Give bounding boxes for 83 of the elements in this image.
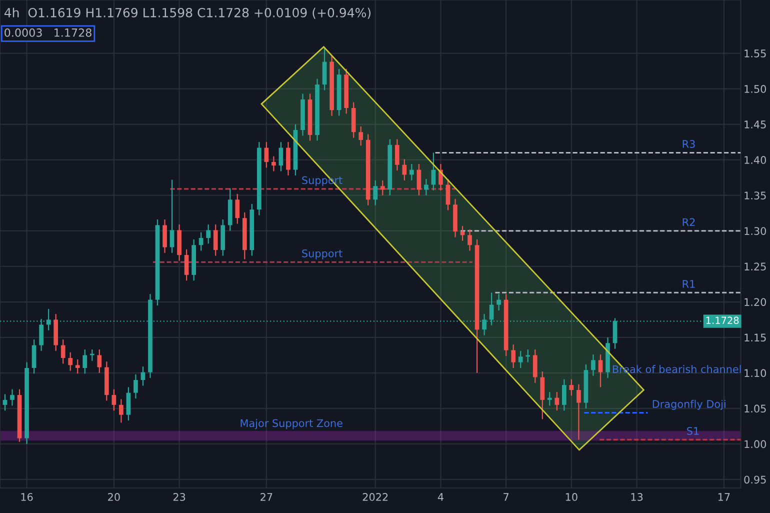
candlestick xyxy=(562,378,566,412)
y-tick-label: 1.50 xyxy=(744,85,766,93)
candlestick xyxy=(112,388,116,412)
candlestick xyxy=(532,348,538,384)
y-tick-label: 1.30 xyxy=(744,227,766,235)
y-tick-label: 1.20 xyxy=(744,298,766,306)
candlestick xyxy=(198,232,204,252)
y-tick-label: 1.10 xyxy=(744,369,766,378)
candlestick xyxy=(416,164,422,196)
candlestick xyxy=(380,180,385,196)
y-tick-label: 1.35 xyxy=(744,192,766,200)
candlestick xyxy=(184,248,189,282)
candlestick xyxy=(394,138,400,172)
candlestick xyxy=(591,354,596,376)
y-tick-label: 1.15 xyxy=(744,334,766,342)
candlestick xyxy=(576,384,581,440)
text: 4h O1.1619 H1.1769 L1.1598 C1.1728 +0.0109 (+0.94%) xyxy=(4,8,370,19)
candlestick xyxy=(235,193,240,224)
candlestick xyxy=(90,348,94,362)
candlestick xyxy=(75,358,80,374)
annotation: R1 xyxy=(682,280,695,288)
candlestick xyxy=(60,338,66,364)
candlestick xyxy=(526,348,530,363)
candlestick xyxy=(286,142,290,176)
x-tick-label: 20 xyxy=(108,493,120,501)
annotation: S1 xyxy=(687,427,699,435)
candlestick xyxy=(322,46,327,91)
candlestick xyxy=(569,378,574,396)
candlestick xyxy=(10,388,14,406)
y-tick-label: 1.00 xyxy=(744,440,766,448)
candlestick xyxy=(213,224,218,256)
annotation: Major Support Zone xyxy=(240,419,342,430)
candlestick xyxy=(134,374,138,400)
y-tick-label: 1.55 xyxy=(744,50,766,58)
candlestick xyxy=(468,228,472,252)
candlestick xyxy=(540,370,545,420)
x-tick-label: 16 xyxy=(21,493,33,501)
candlestick xyxy=(170,179,174,254)
candlestick xyxy=(424,178,428,196)
x-tick-label: 7 xyxy=(504,493,509,501)
candlestick xyxy=(518,350,523,369)
candlestick xyxy=(373,180,378,206)
candlestick xyxy=(446,178,450,211)
candlestick xyxy=(547,392,552,406)
x-tick-label: 10 xyxy=(566,493,578,501)
x-tick-label: 2022 xyxy=(362,493,388,501)
candlestick xyxy=(272,156,276,172)
candlestick xyxy=(511,344,516,369)
x-tick-label: 4 xyxy=(438,493,444,501)
annotation: R2 xyxy=(682,218,695,226)
candlestick xyxy=(264,142,269,168)
annotation: Dragonfly Doji xyxy=(652,400,726,410)
candlestick xyxy=(496,294,501,311)
y-tick-label: 1.45 xyxy=(744,120,766,128)
candlestick xyxy=(598,354,603,388)
annotation: Support xyxy=(302,249,342,260)
candlestick xyxy=(460,225,465,242)
candlestick xyxy=(97,348,102,374)
candlestick xyxy=(278,142,284,172)
annotation: R3 xyxy=(682,140,695,148)
y-tick-label: 1.40 xyxy=(744,156,766,164)
x-tick-label: 23 xyxy=(173,493,186,501)
x-tick-label: 27 xyxy=(260,493,272,501)
candlestick xyxy=(358,126,364,146)
ref-line-label: 1.1728 xyxy=(706,316,739,324)
candlestick xyxy=(82,348,88,374)
candlestick xyxy=(2,394,8,412)
candlestick xyxy=(554,392,560,412)
x-tick-label: 17 xyxy=(718,493,730,501)
text: 0.0003 1.1728 xyxy=(4,28,92,37)
x-tick-label: 13 xyxy=(631,493,643,501)
candlestick xyxy=(162,218,167,254)
candlestick xyxy=(140,366,146,386)
candlestick xyxy=(68,352,73,372)
y-tick-label: 1.25 xyxy=(744,262,766,270)
candlestick xyxy=(402,158,407,181)
candlestick xyxy=(32,338,36,374)
y-tick-label: 0.95 xyxy=(744,476,766,484)
candlestick xyxy=(206,224,211,244)
candlestick xyxy=(409,164,414,181)
candlestick xyxy=(126,386,131,422)
candlestick xyxy=(119,398,124,424)
y-tick-label: 1.05 xyxy=(744,404,766,413)
